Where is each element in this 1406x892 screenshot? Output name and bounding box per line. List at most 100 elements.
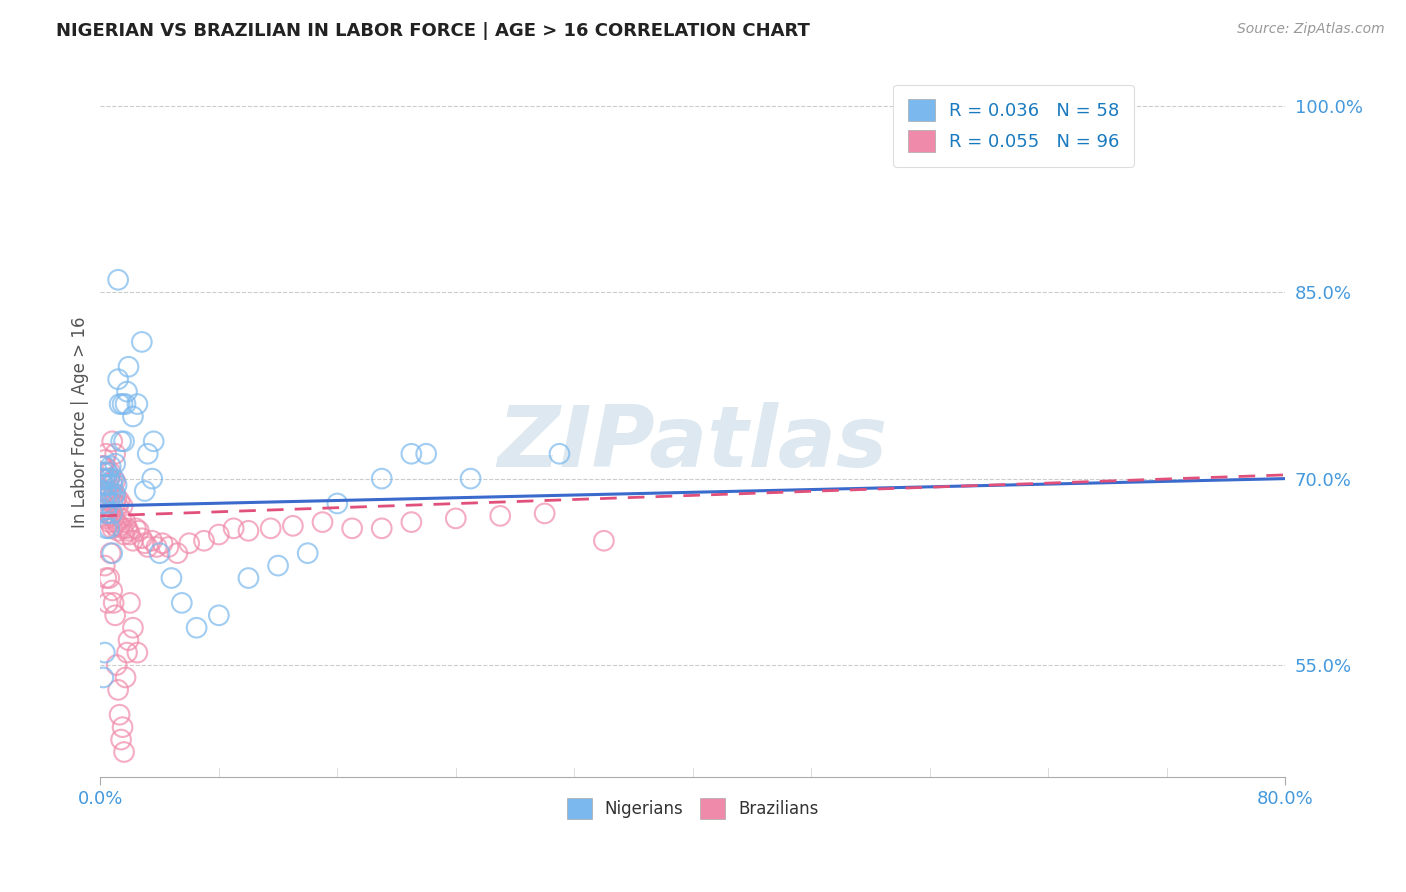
Point	[117, 359, 139, 374]
Point	[114, 397, 136, 411]
Point	[110, 434, 132, 449]
Point	[91, 459, 114, 474]
Point	[105, 490, 128, 504]
Point	[98, 494, 121, 508]
Point	[94, 558, 117, 573]
Point	[94, 502, 117, 516]
Point	[91, 508, 114, 523]
Point	[98, 571, 121, 585]
Point	[157, 540, 180, 554]
Point	[100, 459, 122, 474]
Point	[548, 447, 571, 461]
Point	[101, 478, 124, 492]
Point	[94, 490, 117, 504]
Point	[141, 472, 163, 486]
Point	[122, 533, 145, 548]
Point	[141, 533, 163, 548]
Point	[107, 682, 129, 697]
Point	[103, 490, 125, 504]
Point	[125, 521, 148, 535]
Point	[136, 447, 159, 461]
Point	[91, 496, 114, 510]
Point	[115, 384, 138, 399]
Y-axis label: In Labor Force | Age > 16: In Labor Force | Age > 16	[72, 317, 89, 528]
Point	[108, 397, 131, 411]
Point	[103, 472, 125, 486]
Point	[131, 334, 153, 349]
Point	[100, 486, 122, 500]
Point	[179, 536, 201, 550]
Point	[238, 571, 260, 585]
Point	[145, 540, 167, 554]
Point	[103, 486, 125, 500]
Point	[98, 521, 121, 535]
Point	[98, 515, 121, 529]
Point	[90, 472, 112, 486]
Point	[103, 511, 125, 525]
Point	[260, 521, 283, 535]
Point	[105, 658, 128, 673]
Point	[111, 499, 134, 513]
Point	[115, 646, 138, 660]
Point	[96, 511, 118, 525]
Point	[110, 732, 132, 747]
Point	[415, 447, 437, 461]
Point	[267, 558, 290, 573]
Point	[149, 546, 172, 560]
Point	[208, 527, 231, 541]
Point	[128, 524, 150, 538]
Point	[152, 536, 174, 550]
Point	[100, 546, 122, 560]
Point	[101, 583, 124, 598]
Point	[91, 478, 114, 492]
Point	[115, 521, 138, 535]
Point	[100, 508, 122, 523]
Point	[96, 472, 118, 486]
Point	[98, 472, 121, 486]
Point	[111, 521, 134, 535]
Point	[101, 546, 124, 560]
Point	[131, 531, 153, 545]
Point	[134, 536, 156, 550]
Point	[104, 608, 127, 623]
Point	[98, 472, 121, 486]
Point	[100, 486, 122, 500]
Point	[105, 478, 128, 492]
Point	[118, 527, 141, 541]
Point	[97, 478, 120, 492]
Point	[101, 474, 124, 488]
Text: Source: ZipAtlas.com: Source: ZipAtlas.com	[1237, 22, 1385, 37]
Point	[104, 474, 127, 488]
Point	[142, 434, 165, 449]
Point	[122, 621, 145, 635]
Point	[193, 533, 215, 548]
Point	[371, 521, 394, 535]
Point	[134, 483, 156, 498]
Point	[91, 478, 114, 492]
Point	[326, 496, 349, 510]
Point	[94, 646, 117, 660]
Point	[96, 490, 118, 504]
Point	[108, 494, 131, 508]
Point	[90, 459, 112, 474]
Point	[96, 571, 118, 585]
Point	[97, 466, 120, 480]
Point	[122, 409, 145, 424]
Point	[90, 483, 112, 498]
Point	[97, 486, 120, 500]
Point	[101, 521, 124, 535]
Point	[90, 472, 112, 486]
Point	[103, 596, 125, 610]
Point	[91, 466, 114, 480]
Point	[91, 490, 114, 504]
Point	[460, 472, 482, 486]
Point	[208, 608, 231, 623]
Point	[104, 486, 127, 500]
Text: ZIPatlas: ZIPatlas	[498, 402, 887, 485]
Point	[112, 527, 135, 541]
Point	[96, 507, 118, 521]
Point	[112, 434, 135, 449]
Point	[108, 707, 131, 722]
Point	[127, 646, 149, 660]
Point	[117, 524, 139, 538]
